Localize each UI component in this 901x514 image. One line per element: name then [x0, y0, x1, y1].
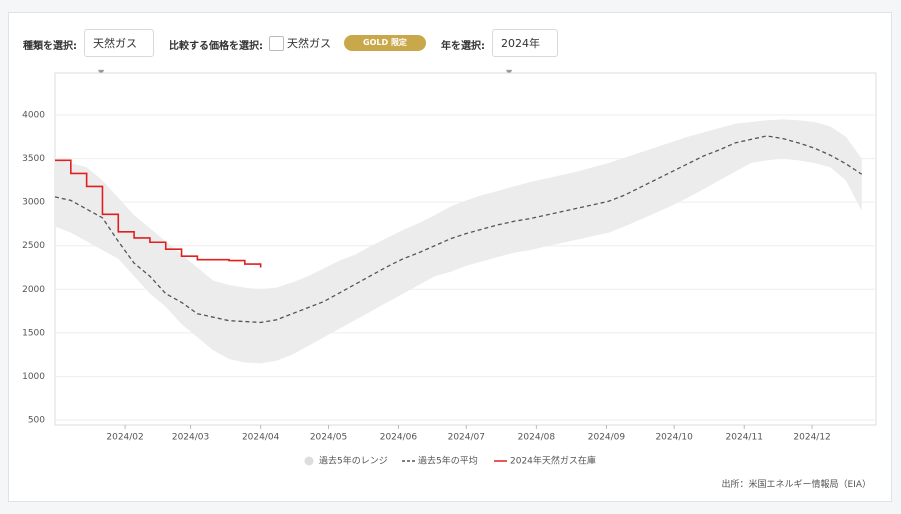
legend-label: 過去5年のレンジ	[319, 455, 388, 467]
x-tick-label: 2024/04	[242, 433, 280, 443]
stock-line	[55, 159, 262, 268]
compare-option: 天然ガス	[287, 37, 331, 50]
y-tick-label: 4000	[22, 111, 45, 121]
x-tick-label: 2024/02	[106, 433, 143, 443]
compare-label: 比較する価格を選択:	[169, 41, 263, 52]
legend-label: 過去5年の平均	[418, 455, 478, 467]
average-line	[54, 135, 863, 324]
source: 出所：米国エネルギー情報局（EIA）	[721, 480, 872, 490]
legend-swatch	[304, 456, 314, 466]
year-value: 2024年	[501, 37, 540, 50]
y-tick-label: 2500	[22, 241, 45, 251]
y-tick-label: 1000	[22, 372, 45, 382]
y-tick-label: 2000	[22, 285, 45, 295]
x-tick-label: 2024/11	[726, 433, 763, 443]
x-tick-label: 2024/05	[310, 433, 347, 443]
x-tick-label: 2024/06	[380, 433, 418, 443]
x-tick-label: 2024/07	[448, 433, 485, 443]
range-band	[55, 119, 862, 364]
type-value: 天然ガス	[93, 37, 137, 50]
type-label: 種類を選択:	[23, 41, 77, 52]
compare-checkbox[interactable]	[269, 36, 284, 51]
x-tick-label: 2024/12	[793, 433, 830, 443]
legend-label: 2024年天然ガス在庫	[510, 455, 596, 467]
x-tick-label: 2024/08	[518, 433, 556, 443]
y-tick-label: 500	[28, 416, 45, 426]
y-tick-label: 3000	[22, 198, 45, 208]
x-tick-label: 2024/10	[655, 433, 693, 443]
x-tick-label: 2024/09	[588, 433, 626, 443]
y-tick-label: 1500	[22, 328, 45, 338]
x-tick-label: 2024/03	[172, 433, 209, 443]
y-tick-label: 3500	[22, 154, 45, 164]
gold-badge[interactable]: GOLD 限定	[344, 35, 426, 51]
year-label: 年を選択:	[441, 41, 485, 52]
